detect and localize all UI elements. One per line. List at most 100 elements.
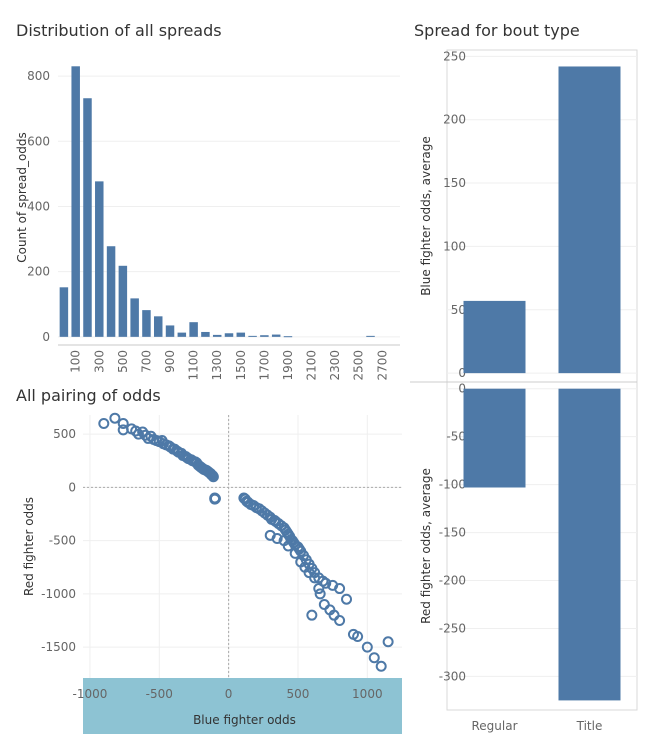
scatter-point bbox=[375, 660, 387, 672]
histogram-x-tick: 900 bbox=[163, 350, 177, 373]
histogram-x-tick: 500 bbox=[116, 350, 130, 373]
histogram-bar bbox=[224, 333, 234, 337]
histogram-y-tick: 400 bbox=[27, 199, 50, 213]
scatter-x-tick: -500 bbox=[146, 687, 173, 701]
histogram-x-tick: 1300 bbox=[210, 350, 224, 381]
histogram-title: Distribution of all spreads bbox=[16, 21, 222, 40]
scatter-point bbox=[137, 426, 149, 438]
bout-type-x-tick: Regular bbox=[471, 719, 517, 733]
bout-red-y-tick: 0 bbox=[458, 382, 466, 396]
scatter-point bbox=[271, 533, 283, 545]
scatter-point bbox=[139, 429, 151, 441]
scatter-point bbox=[109, 412, 121, 424]
scatter-x-tick: 500 bbox=[287, 687, 310, 701]
bout-blue-bar bbox=[558, 66, 621, 374]
bout-blue-y-tick: 0 bbox=[458, 366, 466, 380]
histogram-bar bbox=[260, 335, 269, 337]
bout-blue-y-tick: 150 bbox=[443, 176, 466, 190]
histogram-bar bbox=[83, 98, 92, 337]
scatter-y-tick: -1500 bbox=[41, 640, 76, 654]
histogram-bar bbox=[248, 335, 257, 337]
scatter-point bbox=[382, 636, 394, 648]
scatter-y-tick: -1000 bbox=[41, 587, 76, 601]
bout-red-bar bbox=[558, 388, 621, 701]
scatter-x-axis-title: Blue fighter odds bbox=[193, 713, 296, 727]
histogram-bar bbox=[153, 316, 163, 337]
bout-red-y-tick: -150 bbox=[439, 526, 466, 540]
scatter-point bbox=[306, 609, 318, 621]
scatter-x-tick: 0 bbox=[225, 687, 233, 701]
histogram-x-tick: 1500 bbox=[234, 350, 248, 381]
bout-blue-bar bbox=[463, 300, 526, 374]
scatter-point bbox=[314, 588, 326, 600]
bout-blue-y-tick: 250 bbox=[443, 49, 466, 63]
histogram-bar bbox=[130, 298, 139, 337]
histogram-bar bbox=[236, 332, 246, 337]
histogram-x-tick: 1100 bbox=[187, 350, 201, 381]
histogram-x-tick: 300 bbox=[92, 350, 106, 373]
scatter-x-tick: -1000 bbox=[72, 687, 107, 701]
histogram-bar bbox=[118, 265, 128, 337]
histogram-bar bbox=[271, 334, 281, 337]
bout-red-y-tick: -200 bbox=[439, 574, 466, 588]
scatter-point bbox=[313, 583, 325, 595]
histogram-x-tick: 1900 bbox=[281, 350, 295, 381]
histogram-bar bbox=[212, 334, 222, 337]
histogram-bar bbox=[165, 325, 175, 337]
scatter-point bbox=[334, 615, 346, 627]
histogram-bar bbox=[106, 246, 116, 337]
bout-red-y-tick: -100 bbox=[439, 478, 466, 492]
bout-red-y-tick: -300 bbox=[439, 669, 466, 683]
histogram-y-tick: 200 bbox=[27, 265, 50, 279]
scatter-point bbox=[98, 418, 110, 430]
scatter-point bbox=[117, 418, 129, 430]
histogram-bar bbox=[189, 322, 198, 337]
histogram-bar bbox=[142, 310, 151, 337]
scatter-point bbox=[368, 652, 380, 664]
histogram-bar bbox=[95, 181, 104, 337]
scatter-point bbox=[334, 583, 346, 595]
scatter-point bbox=[209, 493, 221, 505]
histogram-x-tick: 2100 bbox=[305, 350, 319, 381]
histogram-x-tick: 2700 bbox=[375, 350, 389, 381]
scatter-point bbox=[282, 540, 294, 552]
histogram-y-axis-title: Count of spread_odds bbox=[15, 132, 29, 263]
histogram-bar bbox=[59, 287, 69, 337]
scatter-x-axis-band bbox=[83, 678, 402, 734]
scatter-point bbox=[248, 500, 260, 512]
scatter-point bbox=[341, 593, 353, 605]
histogram-bar bbox=[366, 335, 375, 337]
scatter-y-tick: 500 bbox=[53, 427, 76, 441]
histogram-y-tick: 600 bbox=[27, 134, 50, 148]
scatter-point bbox=[352, 630, 364, 642]
bout-blue-y-axis-title: Blue fighter odds, average bbox=[419, 136, 433, 296]
scatter-point bbox=[320, 577, 332, 589]
scatter-point bbox=[207, 471, 219, 483]
bout-type-title: Spread for bout type bbox=[414, 21, 580, 40]
histogram-x-tick: 700 bbox=[139, 350, 153, 373]
histogram-x-tick: 1700 bbox=[257, 350, 271, 381]
histogram-bar bbox=[71, 66, 80, 337]
bout-red-y-tick: -50 bbox=[446, 430, 466, 444]
scatter-point bbox=[130, 425, 142, 437]
bout-type-frame bbox=[446, 49, 638, 711]
bout-red-bar bbox=[463, 388, 526, 488]
scatter-point bbox=[242, 496, 254, 508]
bout-blue-y-tick: 100 bbox=[443, 239, 466, 253]
scatter-point bbox=[361, 641, 373, 653]
histogram-bar bbox=[177, 332, 187, 337]
scatter-point bbox=[289, 547, 301, 559]
scatter-y-tick: -500 bbox=[49, 534, 76, 548]
histogram-y-tick: 800 bbox=[27, 69, 50, 83]
scatter-x-tick: 1000 bbox=[352, 687, 383, 701]
bout-red-y-axis-title: Red fighter odds, average bbox=[419, 468, 433, 624]
scatter-y-tick: 0 bbox=[68, 480, 76, 494]
scatter-point bbox=[318, 599, 330, 611]
histogram-bar bbox=[201, 331, 210, 337]
scatter-point bbox=[309, 572, 321, 584]
histogram-bar bbox=[283, 336, 293, 338]
histogram-x-tick: 2300 bbox=[328, 350, 342, 381]
scatter-title: All pairing of odds bbox=[16, 386, 161, 405]
bout-type-x-tick: Title bbox=[576, 719, 603, 733]
